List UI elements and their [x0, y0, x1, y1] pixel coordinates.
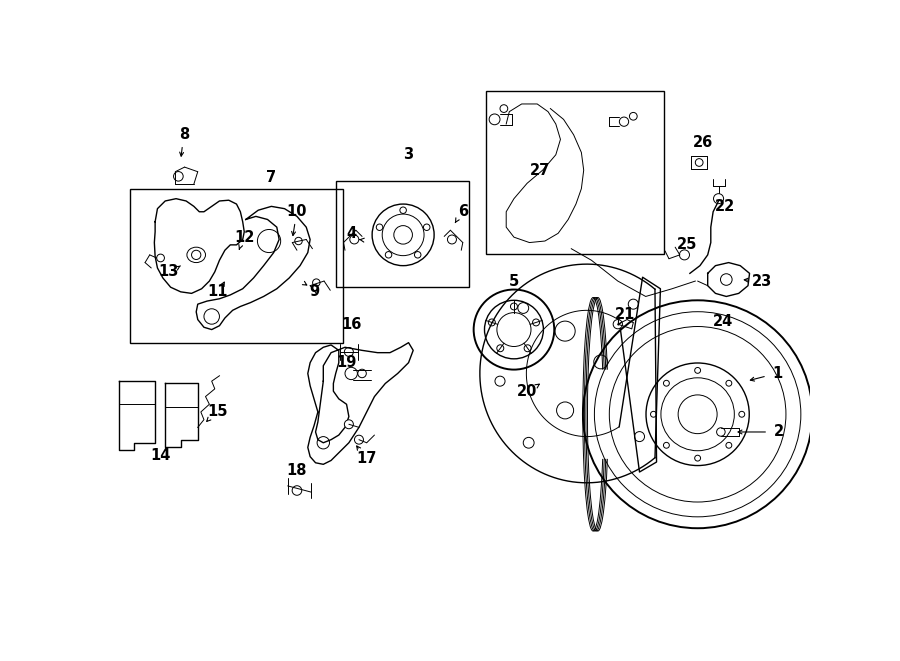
- Circle shape: [355, 435, 364, 444]
- Bar: [486, 91, 664, 254]
- Text: 5: 5: [508, 274, 519, 289]
- Circle shape: [345, 348, 354, 356]
- Text: 1: 1: [772, 366, 783, 381]
- Circle shape: [629, 112, 637, 120]
- Text: 10: 10: [287, 204, 307, 219]
- Text: 6: 6: [458, 204, 468, 219]
- Text: 18: 18: [287, 463, 307, 478]
- Text: 22: 22: [715, 199, 735, 214]
- Bar: [336, 181, 469, 288]
- Text: 24: 24: [713, 315, 734, 329]
- Text: 16: 16: [341, 317, 362, 332]
- Circle shape: [157, 254, 165, 262]
- Text: 12: 12: [234, 229, 255, 245]
- Circle shape: [358, 369, 366, 377]
- Circle shape: [312, 279, 320, 286]
- Text: 13: 13: [158, 264, 178, 280]
- Text: 7: 7: [266, 171, 276, 185]
- Circle shape: [345, 420, 354, 429]
- Circle shape: [350, 235, 359, 244]
- Text: 27: 27: [530, 163, 551, 178]
- Circle shape: [174, 172, 184, 181]
- Bar: [130, 188, 343, 342]
- Circle shape: [716, 428, 725, 436]
- Text: 2: 2: [774, 424, 784, 440]
- Circle shape: [613, 319, 623, 329]
- Text: 14: 14: [150, 447, 171, 463]
- Text: 17: 17: [356, 451, 377, 465]
- Circle shape: [295, 237, 302, 245]
- Text: 26: 26: [693, 135, 713, 150]
- Text: 11: 11: [207, 284, 228, 299]
- Circle shape: [500, 104, 508, 112]
- Text: 4: 4: [346, 226, 356, 241]
- Circle shape: [696, 159, 703, 167]
- Text: 8: 8: [179, 128, 189, 142]
- Text: 15: 15: [207, 405, 228, 420]
- Text: 21: 21: [616, 307, 635, 322]
- Text: 3: 3: [403, 147, 414, 163]
- Text: 23: 23: [752, 274, 772, 289]
- Text: 25: 25: [678, 237, 698, 253]
- Text: 19: 19: [337, 355, 356, 370]
- Text: 20: 20: [517, 383, 537, 399]
- Text: 9: 9: [309, 284, 320, 299]
- Circle shape: [447, 235, 456, 244]
